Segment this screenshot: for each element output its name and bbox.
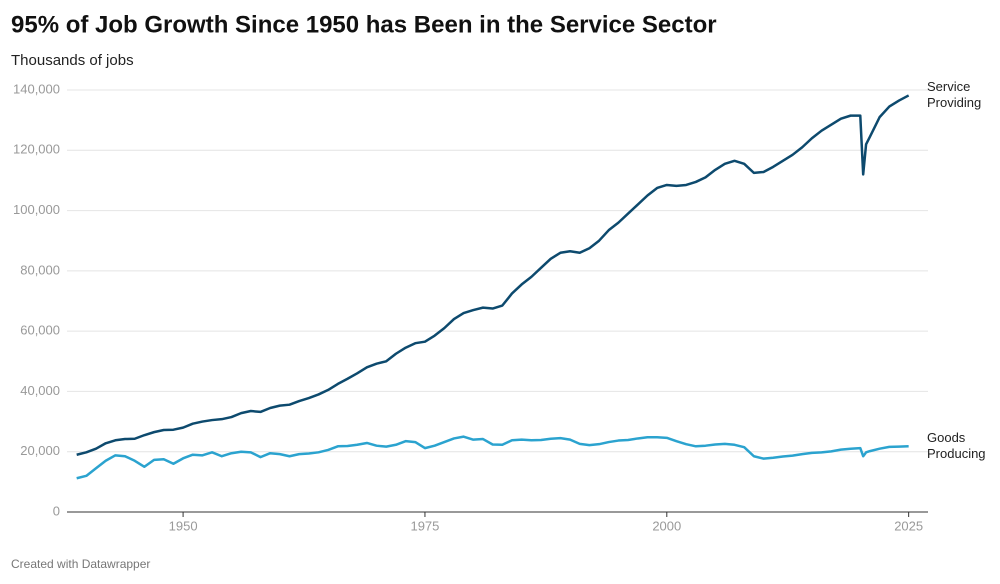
x-tick-label: 1950: [169, 518, 198, 533]
y-tick-label: 100,000: [13, 202, 60, 217]
y-tick-label: 80,000: [20, 262, 60, 277]
chart-title: 95% of Job Growth Since 1950 has Been in…: [11, 11, 717, 38]
y-tick-label: 0: [53, 503, 60, 518]
y-tick-label: 20,000: [20, 443, 60, 458]
x-tick-label: 2025: [894, 518, 923, 533]
y-tick-label: 120,000: [13, 142, 60, 157]
x-tick-label: 2000: [652, 518, 681, 533]
series-line: [76, 435, 909, 480]
chart-subtitle: Thousands of jobs: [11, 52, 134, 69]
series-label-box: Service Providing: [927, 79, 982, 111]
series-line: [76, 94, 910, 456]
series-label: Goods Producing: [927, 430, 986, 462]
y-tick-label: 40,000: [20, 383, 60, 398]
y-tick-label: 60,000: [20, 323, 60, 338]
x-tick-label: 1975: [410, 518, 439, 533]
y-tick-label: 140,000: [13, 81, 60, 96]
footer: Created with Datawrapper: [11, 557, 150, 571]
series-label-box: Goods Producing: [927, 430, 986, 462]
series-label: Service Providing: [927, 79, 982, 111]
